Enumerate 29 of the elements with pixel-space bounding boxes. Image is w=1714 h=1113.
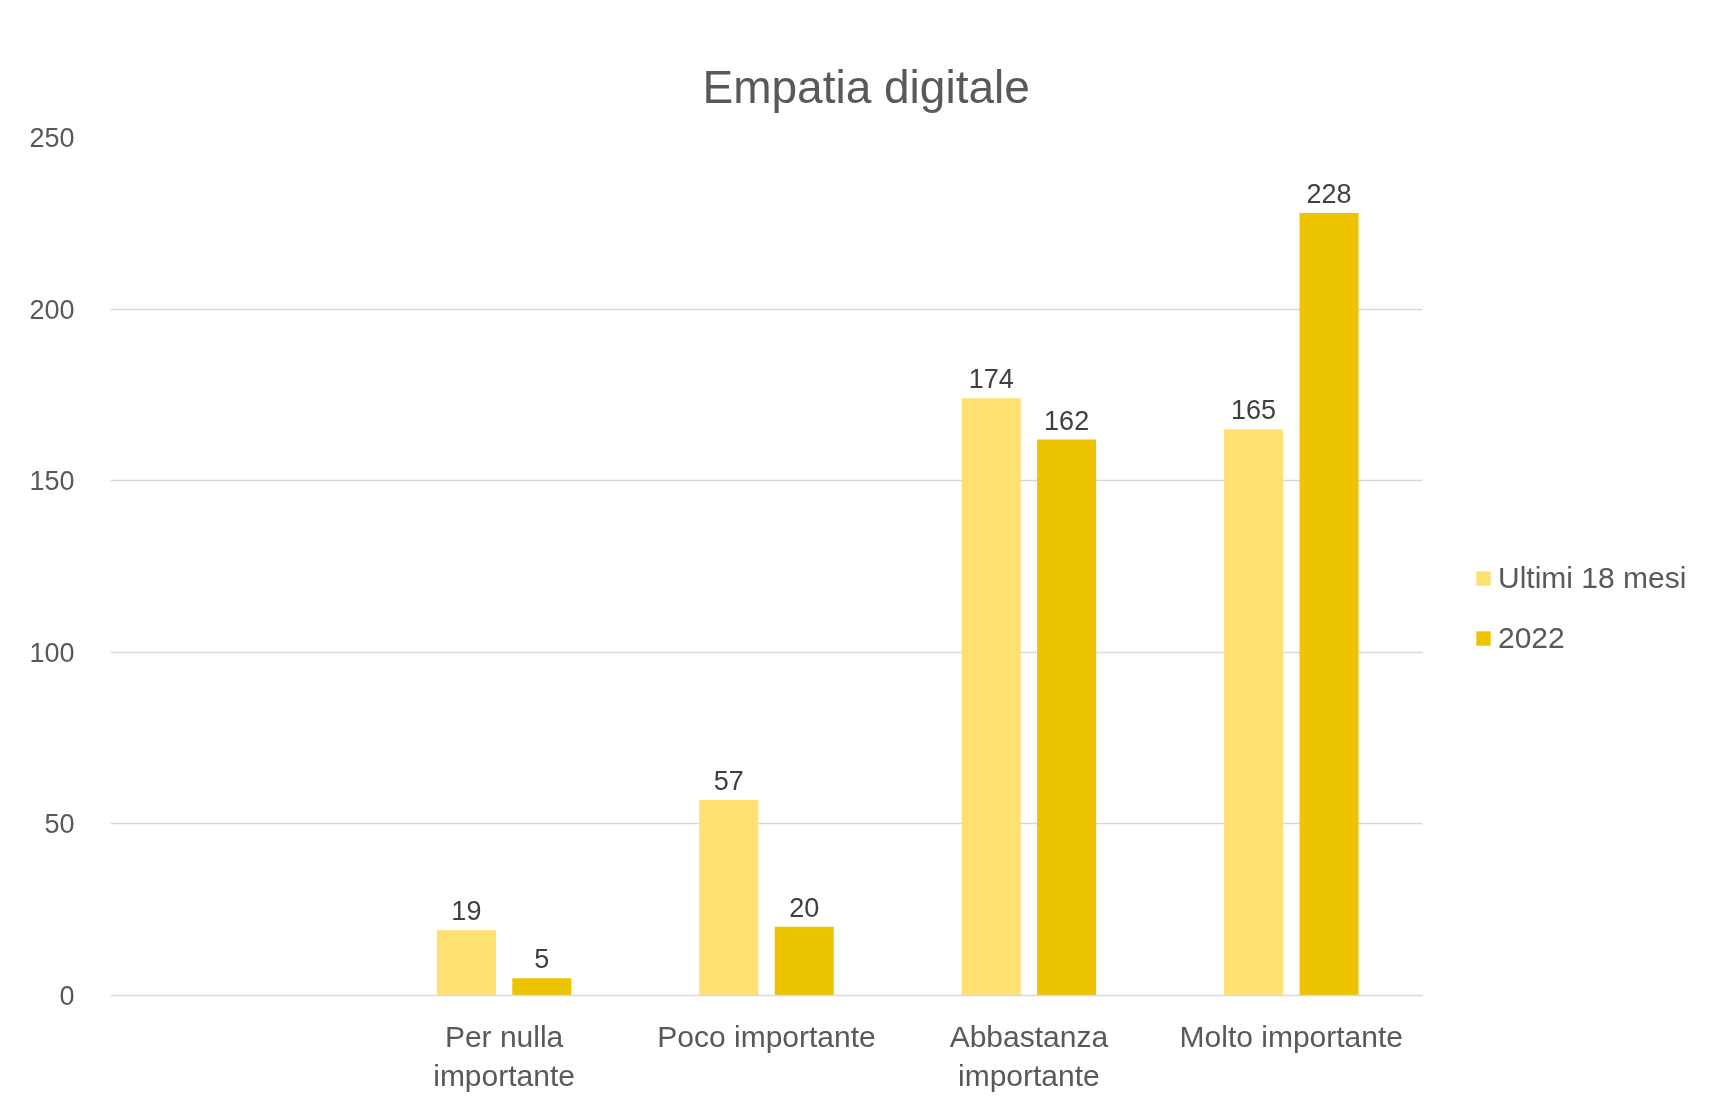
x-tick-label: Poco importante [657, 1019, 876, 1053]
bar [436, 930, 496, 996]
data-label: 174 [968, 364, 1014, 395]
legend-label: 2022 [1498, 621, 1565, 655]
data-label: 165 [1231, 395, 1277, 426]
y-tick-label: 50 [44, 809, 75, 840]
data-label: 162 [1044, 405, 1090, 436]
bar [1224, 429, 1284, 996]
y-tick-label: 150 [29, 466, 75, 497]
x-tick-label: Molto importante [1179, 1019, 1404, 1053]
data-label: 57 [713, 765, 744, 796]
data-label: 20 [789, 892, 820, 923]
bar [699, 799, 759, 996]
y-tick-label: 250 [29, 123, 75, 153]
x-tick-label: Per nulla importante [433, 1019, 575, 1093]
bar [961, 398, 1021, 996]
bar [512, 978, 572, 996]
chart-title: Empatia digitale [702, 60, 1030, 113]
data-label: 228 [1306, 179, 1352, 209]
bar [774, 926, 834, 996]
y-tick-label: 200 [29, 294, 75, 325]
y-tick-label: 100 [29, 637, 75, 668]
data-label: 5 [534, 944, 550, 975]
data-label: 19 [451, 896, 482, 927]
bar [1037, 439, 1097, 996]
bar [1299, 213, 1359, 996]
y-tick-label: 0 [59, 981, 75, 1011]
legend-label: Ultimi 18 mesi [1498, 561, 1687, 595]
x-tick-label: Abbastanza importante [949, 1019, 1109, 1093]
